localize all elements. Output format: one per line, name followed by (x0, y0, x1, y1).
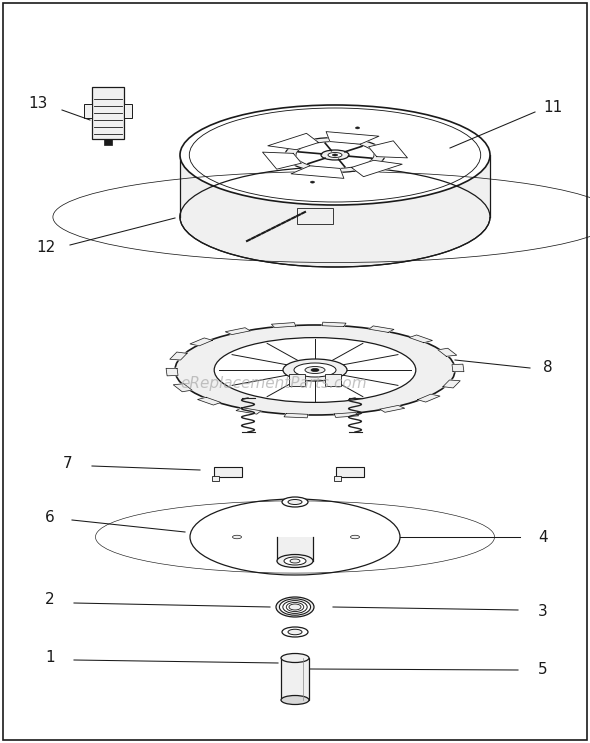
Ellipse shape (280, 599, 310, 615)
Ellipse shape (285, 137, 385, 172)
Polygon shape (443, 380, 460, 388)
Ellipse shape (286, 603, 304, 611)
Polygon shape (180, 155, 490, 217)
Polygon shape (236, 408, 261, 414)
Text: eReplacementParts.com: eReplacementParts.com (180, 376, 366, 391)
Ellipse shape (321, 150, 349, 160)
Ellipse shape (214, 337, 416, 403)
Bar (289, 374, 305, 386)
Bar (297, 208, 333, 224)
Ellipse shape (296, 141, 374, 169)
Polygon shape (271, 322, 296, 328)
Polygon shape (438, 348, 457, 357)
Polygon shape (326, 132, 379, 144)
Polygon shape (322, 322, 346, 327)
Ellipse shape (175, 325, 455, 415)
Bar (325, 374, 341, 386)
Ellipse shape (190, 499, 400, 575)
Polygon shape (291, 166, 344, 178)
Polygon shape (369, 141, 408, 158)
Polygon shape (225, 328, 250, 334)
Polygon shape (380, 406, 405, 412)
Text: 13: 13 (28, 96, 48, 111)
Ellipse shape (276, 597, 314, 617)
Text: 1: 1 (45, 651, 55, 666)
Ellipse shape (333, 154, 337, 156)
Bar (92, 87, 124, 139)
Ellipse shape (288, 629, 302, 635)
Polygon shape (198, 398, 221, 405)
Bar (212, 476, 219, 481)
Text: 6: 6 (45, 510, 55, 525)
Ellipse shape (283, 359, 347, 381)
Polygon shape (268, 133, 319, 149)
Ellipse shape (232, 535, 241, 539)
Ellipse shape (189, 108, 481, 202)
Ellipse shape (282, 497, 308, 507)
Ellipse shape (328, 152, 342, 158)
Ellipse shape (294, 363, 336, 377)
Polygon shape (284, 413, 308, 418)
Ellipse shape (180, 105, 490, 205)
Ellipse shape (282, 627, 308, 637)
Bar (334, 476, 341, 481)
Text: 2: 2 (45, 592, 55, 608)
Ellipse shape (284, 557, 306, 565)
Ellipse shape (350, 535, 359, 539)
Polygon shape (352, 160, 402, 177)
Ellipse shape (288, 499, 302, 504)
Polygon shape (190, 338, 212, 345)
Text: 7: 7 (63, 455, 73, 470)
Polygon shape (173, 383, 192, 392)
Ellipse shape (283, 600, 307, 614)
Ellipse shape (289, 604, 301, 610)
Ellipse shape (277, 554, 313, 568)
Bar (104, 139, 112, 145)
Ellipse shape (356, 127, 359, 129)
Polygon shape (170, 352, 187, 360)
Polygon shape (369, 326, 394, 332)
FancyBboxPatch shape (214, 467, 242, 477)
Ellipse shape (180, 167, 490, 267)
Text: 11: 11 (543, 100, 563, 115)
Text: 3: 3 (538, 605, 548, 620)
Bar (84, 104, 92, 118)
Ellipse shape (311, 369, 319, 372)
Ellipse shape (310, 181, 314, 183)
Ellipse shape (281, 654, 309, 663)
FancyBboxPatch shape (336, 467, 364, 477)
Text: 5: 5 (538, 663, 548, 678)
Polygon shape (418, 394, 440, 402)
Bar (277, 537, 313, 561)
Ellipse shape (290, 559, 300, 563)
Ellipse shape (305, 366, 325, 374)
Bar (124, 104, 132, 118)
Text: 12: 12 (37, 241, 55, 256)
Text: 4: 4 (538, 530, 548, 545)
Polygon shape (334, 412, 359, 418)
Bar (281, 658, 309, 700)
Polygon shape (166, 369, 178, 376)
Polygon shape (452, 364, 464, 372)
Polygon shape (263, 152, 301, 169)
Text: 8: 8 (543, 360, 553, 375)
Polygon shape (409, 335, 432, 343)
Ellipse shape (281, 695, 309, 704)
